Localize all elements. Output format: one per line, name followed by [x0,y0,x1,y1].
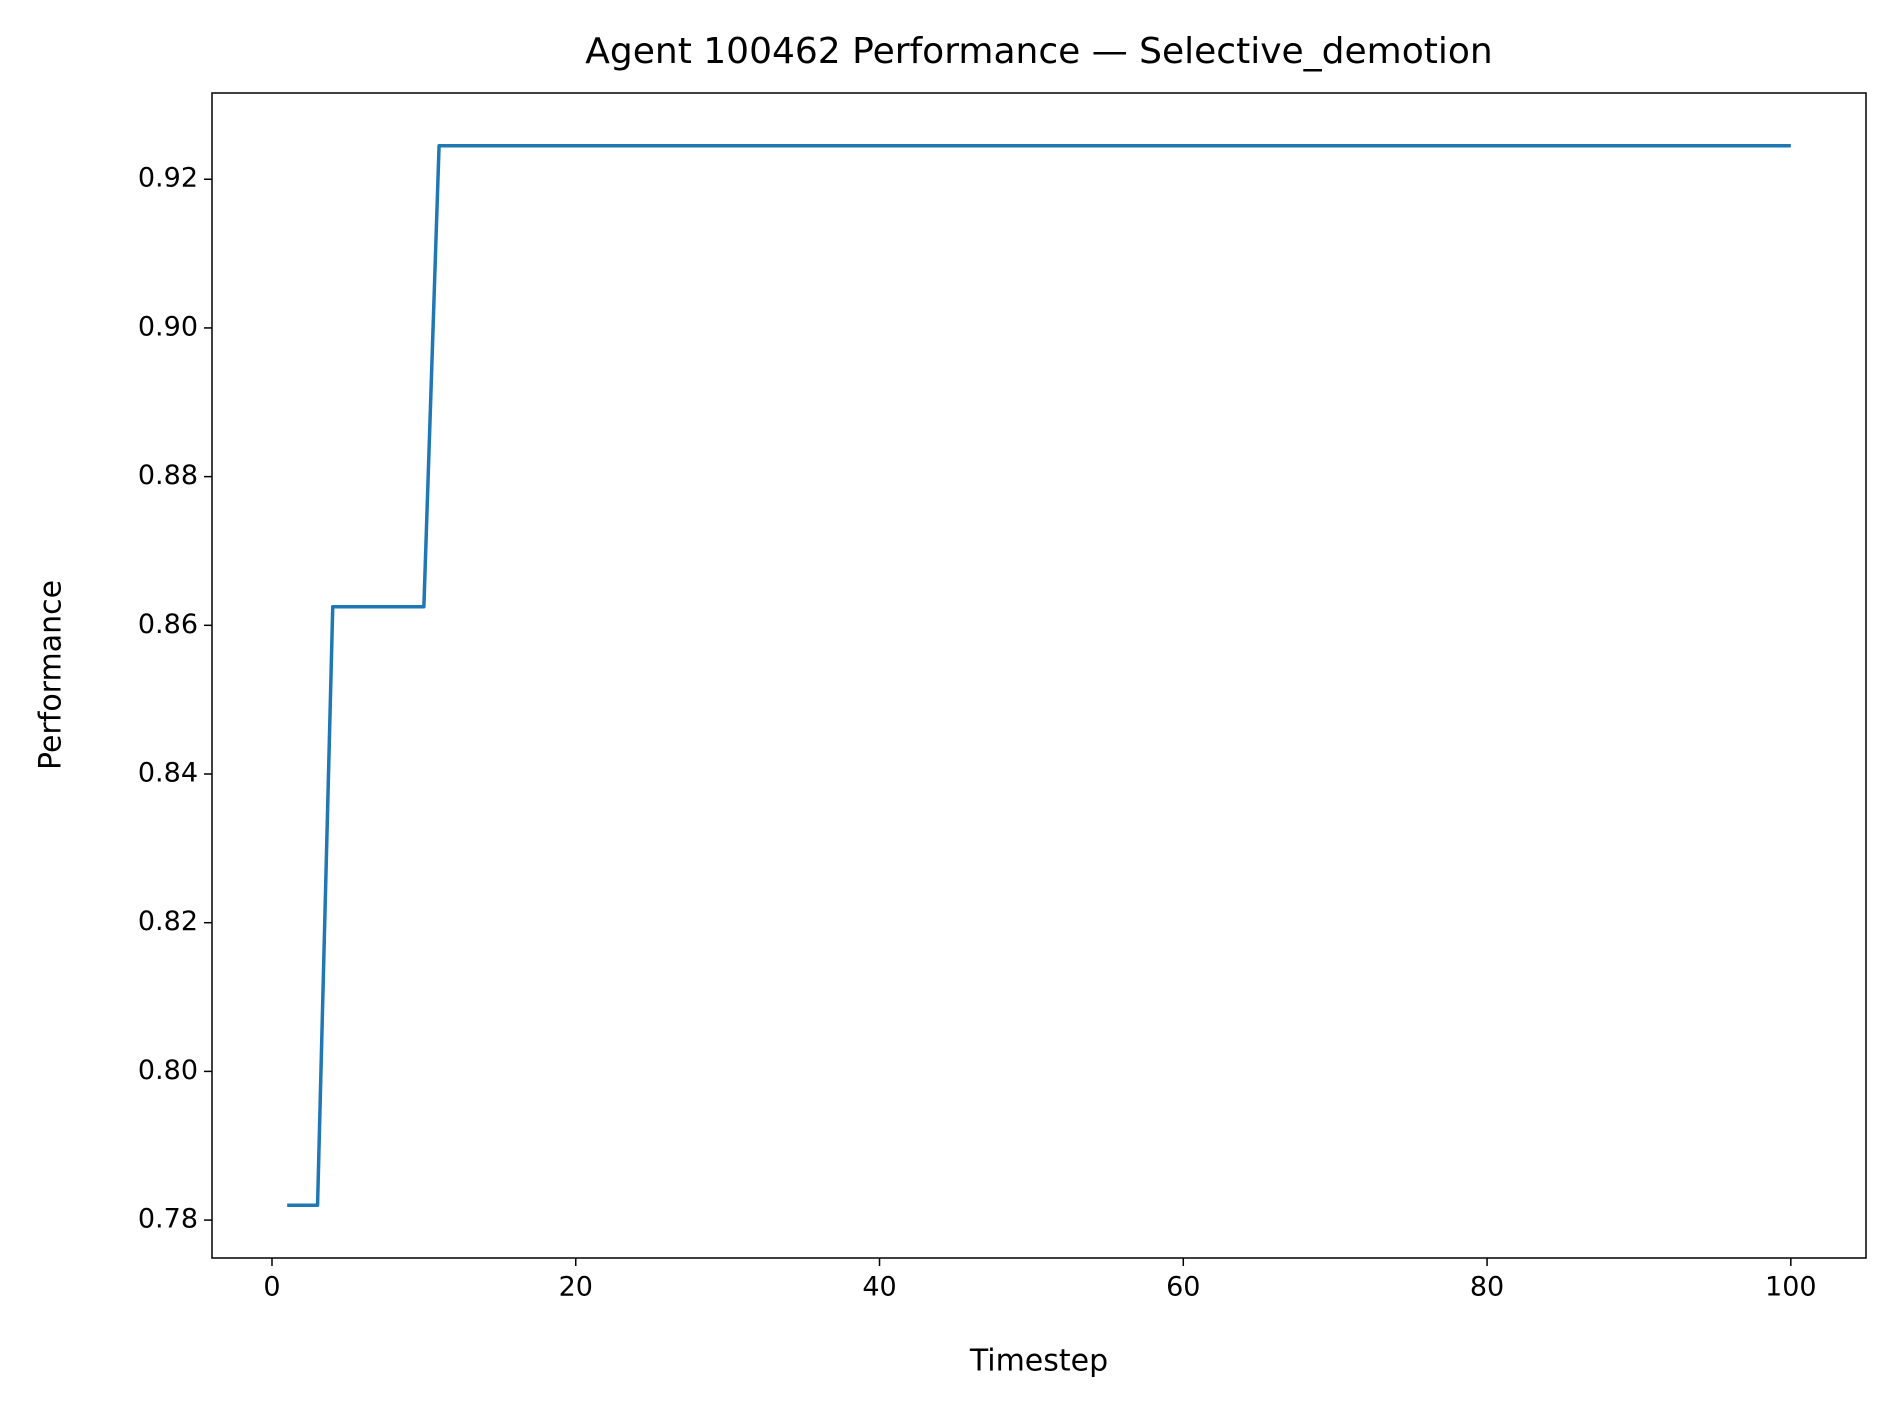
line-series [287,144,1791,1207]
y-tick-label: 0.82 [138,906,198,937]
y-tick-label: 0.80 [138,1055,198,1086]
y-tick-label: 0.90 [138,311,198,342]
x-tick-label: 100 [1765,1272,1817,1303]
y-tick-label: 0.92 [138,163,198,194]
y-tick-label: 0.86 [138,609,198,640]
x-tick-label: 0 [263,1272,280,1303]
x-axis-label: Timestep [969,1344,1108,1379]
chart-title: Agent 100462 Performance — Selective_dem… [585,31,1492,72]
y-tick-label: 0.88 [138,460,198,491]
x-tick-label: 40 [862,1272,896,1303]
x-tick-label: 80 [1470,1272,1504,1303]
x-tick-label: 60 [1166,1272,1200,1303]
y-tick-label: 0.78 [138,1204,198,1235]
y-axis-label: Performance [34,580,69,770]
plot-frame [211,92,1867,1259]
x-tick-label: 20 [559,1272,593,1303]
y-tick-label: 0.84 [138,758,198,789]
